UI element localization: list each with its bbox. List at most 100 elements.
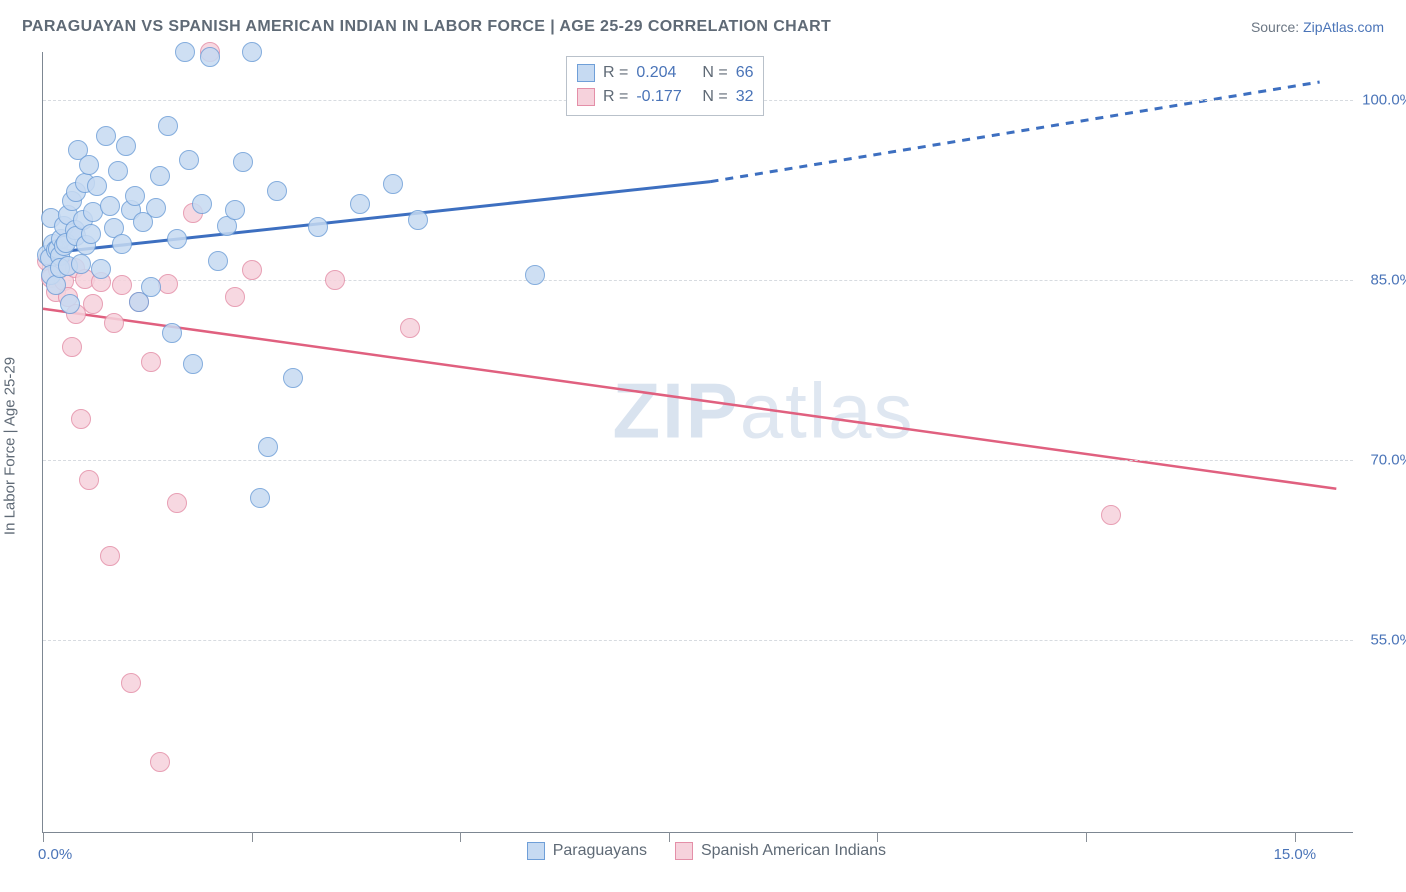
r-value: -0.177 (636, 88, 694, 106)
x-tick (252, 832, 253, 842)
data-point (167, 493, 187, 513)
data-point (96, 126, 116, 146)
data-point (525, 265, 545, 285)
r-value: 0.204 (636, 64, 694, 82)
data-point (208, 251, 228, 271)
x-tick-label-max: 15.0% (1274, 846, 1317, 863)
data-point (112, 234, 132, 254)
data-point (158, 274, 178, 294)
data-point (60, 294, 80, 314)
data-point (83, 294, 103, 314)
data-point (108, 161, 128, 181)
data-point (91, 259, 111, 279)
data-point (242, 260, 262, 280)
data-point (267, 181, 287, 201)
data-point (225, 200, 245, 220)
source-credit: Source: ZipAtlas.com (1251, 19, 1384, 35)
stats-legend: R = 0.204 N = 66 R = -0.177 N = 32 (566, 56, 764, 116)
data-point (1101, 505, 1121, 525)
data-point (150, 166, 170, 186)
data-point (162, 323, 182, 343)
data-point (192, 194, 212, 214)
data-point (242, 42, 262, 62)
chart-container: PARAGUAYAN VS SPANISH AMERICAN INDIAN IN… (0, 0, 1406, 892)
chart-title: PARAGUAYAN VS SPANISH AMERICAN INDIAN IN… (22, 18, 831, 36)
watermark: ZIPatlas (612, 365, 914, 456)
y-tick-label: 85.0% (1358, 272, 1406, 289)
n-value: 32 (736, 88, 754, 106)
data-point (258, 437, 278, 457)
title-bar: PARAGUAYAN VS SPANISH AMERICAN INDIAN IN… (22, 18, 1384, 36)
n-label: N = (702, 88, 727, 106)
x-tick (43, 832, 44, 842)
data-point (146, 198, 166, 218)
data-point (158, 116, 178, 136)
series-label: Spanish American Indians (701, 842, 886, 860)
data-point (179, 150, 199, 170)
regression-line (43, 309, 1336, 489)
series-legend-item: Spanish American Indians (675, 842, 886, 860)
data-point (283, 368, 303, 388)
data-point (100, 196, 120, 216)
data-point (400, 318, 420, 338)
gridline (43, 460, 1353, 461)
data-point (141, 352, 161, 372)
scatter-plot: ZIPatlas 55.0%70.0%85.0%100.0% (42, 52, 1353, 833)
y-tick-label: 100.0% (1358, 92, 1406, 109)
series-legend-item: Paraguayans (527, 842, 647, 860)
x-tick (460, 832, 461, 842)
data-point (150, 752, 170, 772)
data-point (81, 224, 101, 244)
data-point (383, 174, 403, 194)
data-point (233, 152, 253, 172)
data-point (250, 488, 270, 508)
data-point (79, 155, 99, 175)
legend-swatch (675, 842, 693, 860)
data-point (350, 194, 370, 214)
y-tick-label: 55.0% (1358, 632, 1406, 649)
data-point (112, 275, 132, 295)
source-link[interactable]: ZipAtlas.com (1303, 19, 1384, 35)
legend-swatch (577, 88, 595, 106)
data-point (46, 275, 66, 295)
x-tick (877, 832, 878, 842)
y-tick-label: 70.0% (1358, 452, 1406, 469)
gridline (43, 280, 1353, 281)
stats-legend-row: R = 0.204 N = 66 (577, 61, 753, 85)
x-tick-label-min: 0.0% (38, 846, 72, 863)
watermark-thin: atlas (740, 366, 915, 454)
x-tick (1086, 832, 1087, 842)
r-label: R = (603, 64, 628, 82)
data-point (167, 229, 187, 249)
legend-swatch (577, 64, 595, 82)
data-point (175, 42, 195, 62)
data-point (308, 217, 328, 237)
data-point (104, 313, 124, 333)
series-legend: Paraguayans Spanish American Indians (527, 842, 886, 860)
x-tick (1295, 832, 1296, 842)
data-point (183, 354, 203, 374)
stats-legend-row: R = -0.177 N = 32 (577, 85, 753, 109)
x-tick (669, 832, 670, 842)
n-label: N = (702, 64, 727, 82)
watermark-bold: ZIP (612, 366, 739, 454)
data-point (200, 47, 220, 67)
series-label: Paraguayans (553, 842, 647, 860)
n-value: 66 (736, 64, 754, 82)
regression-line (711, 82, 1320, 182)
r-label: R = (603, 88, 628, 106)
data-point (141, 277, 161, 297)
data-point (71, 409, 91, 429)
data-point (325, 270, 345, 290)
legend-swatch (527, 842, 545, 860)
data-point (116, 136, 136, 156)
data-point (87, 176, 107, 196)
data-point (62, 337, 82, 357)
source-prefix: Source: (1251, 19, 1303, 35)
data-point (79, 470, 99, 490)
y-axis-title: In Labor Force | Age 25-29 (2, 357, 19, 535)
gridline (43, 640, 1353, 641)
data-point (408, 210, 428, 230)
data-point (100, 546, 120, 566)
data-point (71, 254, 91, 274)
